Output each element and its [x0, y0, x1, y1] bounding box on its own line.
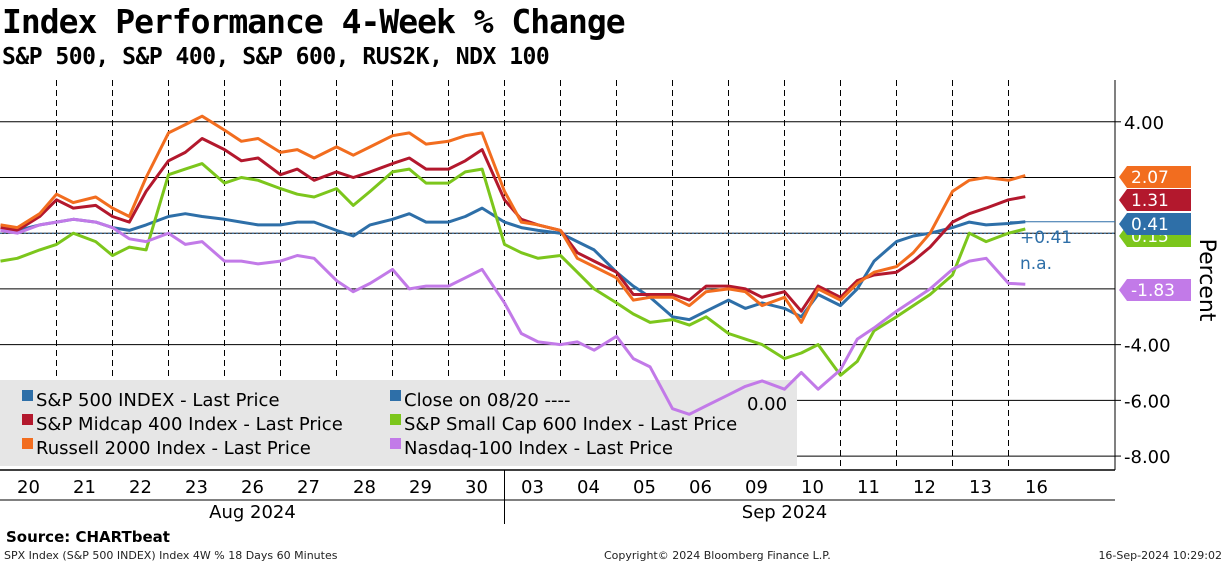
x-tick-label: 20	[17, 477, 40, 498]
legend-swatch	[22, 390, 33, 401]
legend-label: Close on 08/20 ----	[404, 390, 570, 411]
last-value-tag: -1.83	[1119, 279, 1191, 301]
x-tick-label: 27	[297, 477, 320, 498]
blue-value-annotation: +0.41	[1020, 228, 1072, 248]
y-tick-labels: 4.00 -4.00 -6.00 -8.00	[1115, 113, 1171, 468]
y-tick-label: -6.00	[1124, 391, 1171, 412]
x-tick-label: 06	[689, 477, 712, 498]
legend-swatch	[390, 438, 401, 449]
x-tick-label: 26	[241, 477, 264, 498]
x-tick-label: 21	[73, 477, 96, 498]
chart-title: Index Performance 4-Week % Change	[2, 2, 626, 41]
last-value-tags: 2.071.310.150.41-1.83+0.41n.a.	[1010, 166, 1191, 301]
x-month-label: Aug 2024	[209, 502, 296, 523]
x-tick-label: 04	[577, 477, 600, 498]
series-line-3	[0, 114, 1026, 324]
x-tick-labels: 20 21 22 23 26 27 28 29 30 03 04 05 06 09 10 11 12 13 16 Au…	[17, 477, 1048, 523]
x-month-label: Sep 2024	[742, 502, 827, 523]
x-tick-label: 09	[745, 477, 768, 498]
x-tick-label: 23	[185, 477, 208, 498]
tag-shape	[1119, 213, 1191, 235]
last-value-tag: 1.31	[1119, 189, 1191, 211]
blue-na-annotation: n.a.	[1020, 254, 1052, 274]
tag-value: -1.83	[1131, 281, 1175, 301]
source-label: Source: CHARTbeat	[6, 528, 170, 546]
series-line-4	[0, 217, 1026, 416]
y-axis-label: Percent	[1194, 239, 1219, 322]
series-line-2	[0, 162, 1026, 377]
last-value-tag: 0.41	[1119, 213, 1191, 235]
tag-value: 0.41	[1131, 215, 1169, 235]
x-tick-label: 13	[969, 477, 992, 498]
x-tick-label: 22	[129, 477, 152, 498]
legend-label: Nasdaq-100 Index - Last Price	[404, 438, 673, 459]
x-tick-label: 10	[801, 477, 824, 498]
tag-shape	[1119, 189, 1191, 211]
footer-timestamp: 16-Sep-2024 10:29:02	[1098, 549, 1222, 562]
last-value-tag: 2.07	[1119, 166, 1191, 188]
series-lines	[0, 114, 1115, 416]
footer-left: SPX Index (S&P 500 INDEX) Index 4W % 18 …	[4, 549, 338, 562]
axes	[0, 80, 1116, 524]
legend-label: S&P Small Cap 600 Index - Last Price	[404, 414, 737, 435]
legend-label: Russell 2000 Index - Last Price	[36, 438, 311, 459]
legend-swatch	[22, 414, 33, 425]
footer-copyright: Copyright© 2024 Bloomberg Finance L.P.	[604, 549, 831, 562]
legend-swatch	[22, 438, 33, 449]
x-tick-label: 29	[409, 477, 432, 498]
chart-subtitle: S&P 500, S&P 400, S&P 600, RUS2K, NDX 10…	[2, 44, 550, 70]
legend-swatch	[390, 414, 401, 425]
x-tick-label: 12	[913, 477, 936, 498]
y-tick-label: -8.00	[1124, 447, 1171, 468]
x-tick-label: 03	[521, 477, 544, 498]
tag-shape	[1119, 279, 1191, 301]
tag-value: 2.07	[1131, 168, 1169, 188]
legend-swatch	[390, 390, 401, 401]
x-tick-label: 11	[857, 477, 880, 498]
tag-value: 1.31	[1131, 191, 1169, 211]
y-tick-label: 4.00	[1124, 113, 1164, 134]
x-tick-label: 05	[633, 477, 656, 498]
x-tick-label: 30	[465, 477, 488, 498]
tag-shape	[1119, 166, 1191, 188]
x-tick-label: 28	[353, 477, 376, 498]
legend-label: S&P 500 INDEX - Last Price	[36, 390, 280, 411]
legend: S&P 500 INDEX - Last Price Close on 08/20…	[22, 390, 787, 459]
reference-value-label: 0.00	[747, 394, 787, 415]
series-line-0	[0, 206, 1026, 322]
y-tick-label: -4.00	[1124, 336, 1171, 357]
legend-label: S&P Midcap 400 Index - Last Price	[36, 414, 343, 435]
x-tick-label: 16	[1025, 477, 1048, 498]
